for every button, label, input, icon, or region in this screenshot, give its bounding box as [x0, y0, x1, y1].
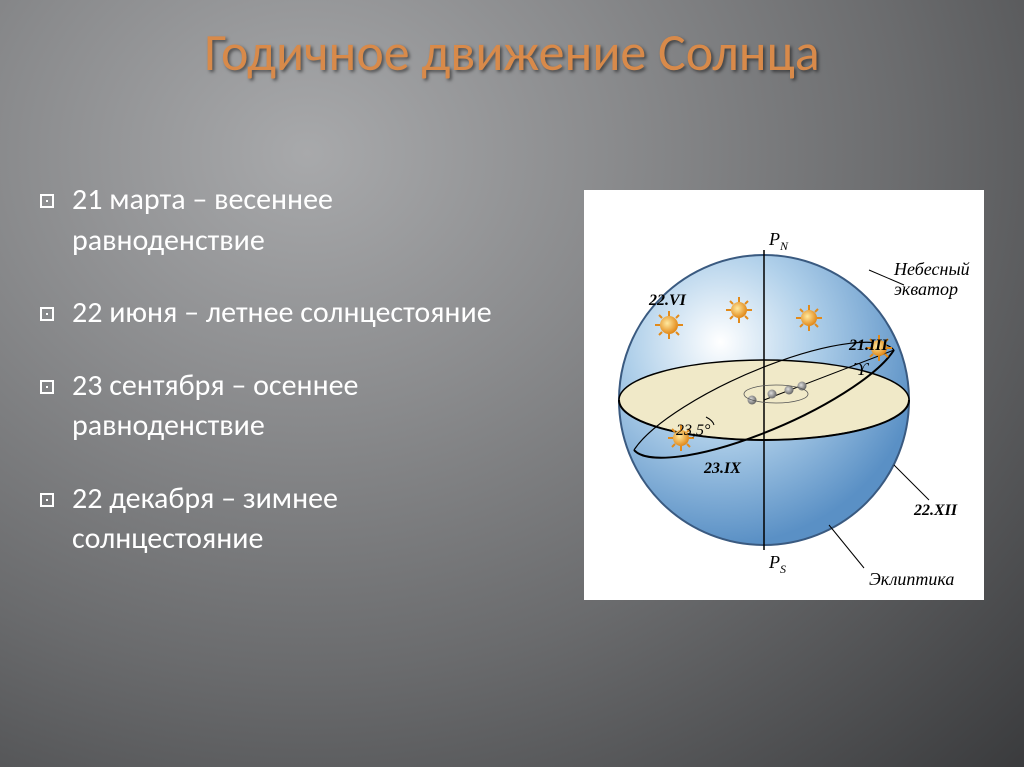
date-march: 21.III	[848, 337, 888, 354]
list-item: 23 сентября – осеннее равноденствие	[40, 366, 520, 447]
date-june: 22.VI	[648, 292, 687, 309]
bullet-icon	[40, 493, 54, 507]
pole-south-label: PS	[768, 552, 786, 576]
equator-label: Небесный экватор	[893, 259, 974, 299]
celestial-sphere-diagram: PN PS Небесный экватор Эклиптика 22.VI 2…	[584, 190, 984, 600]
bullet-icon	[40, 194, 54, 208]
bullet-text: 23 сентября – осеннее равноденствие	[72, 366, 520, 447]
list-item: 21 марта – весеннее равноденствие	[40, 180, 520, 261]
bullet-text: 22 декабря – зимнее солнцестояние	[72, 479, 520, 560]
bullet-list: 21 марта – весеннее равноденствие 22 июн…	[40, 180, 520, 592]
angle-label: 23,5°	[676, 422, 711, 439]
slide-title: Годичное движение Солнца	[0, 20, 1024, 84]
pole-north-label: PN	[768, 229, 789, 253]
bullet-text: 22 июня – летнее солнцестояние	[72, 293, 492, 334]
date-september: 23.IX	[703, 460, 741, 477]
bullet-icon	[40, 307, 54, 321]
date-december: 22.XII	[913, 502, 958, 519]
bullet-icon	[40, 380, 54, 394]
list-item: 22 декабря – зимнее солнцестояние	[40, 479, 520, 560]
aries-symbol: ϓ	[853, 359, 870, 379]
bullet-text: 21 марта – весеннее равноденствие	[72, 180, 520, 261]
ecliptic-label: Эклиптика	[869, 569, 954, 589]
list-item: 22 июня – летнее солнцестояние	[40, 293, 520, 334]
